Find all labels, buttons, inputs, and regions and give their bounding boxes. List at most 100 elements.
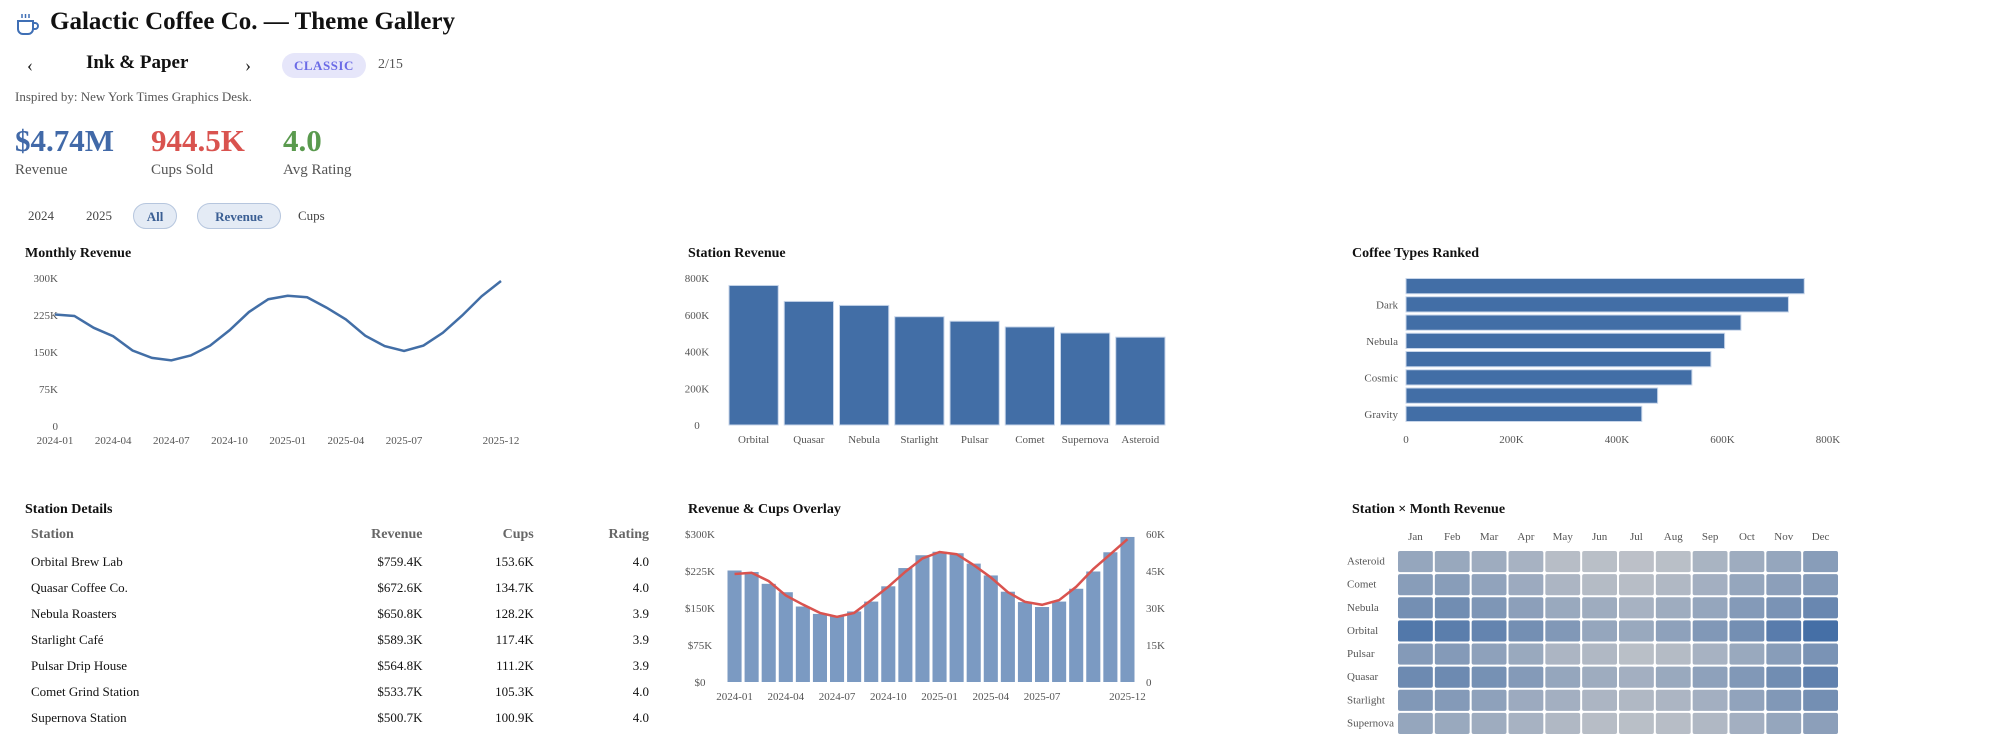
table-row[interactable]: Pulsar Drip House $564.8K 111.2K 3.9 — [25, 653, 655, 679]
heatmap-cell — [1729, 643, 1765, 665]
col-revenue[interactable]: Revenue — [371, 527, 423, 542]
coffee-types-title: Coffee Types Ranked — [1352, 246, 1480, 261]
heatmap-cell — [1508, 712, 1544, 734]
filter-metric-revenue[interactable]: Revenue — [197, 203, 281, 229]
heatmap-cell — [1729, 574, 1765, 596]
col-cups[interactable]: Cups — [502, 527, 534, 542]
cell-revenue: $500.7K — [377, 710, 423, 725]
heatmap-cell — [1619, 551, 1654, 573]
heatmap-cell — [1619, 712, 1654, 734]
revenue-bar — [1069, 588, 1084, 682]
x-tick-label: 800K — [1816, 434, 1841, 446]
revenue-bar — [983, 575, 998, 682]
filter-year-2025[interactable]: 2025 — [86, 208, 112, 223]
heatmap-cell — [1582, 643, 1617, 665]
x-tick-label: 2025-07 — [386, 435, 423, 447]
heatmap-cell — [1766, 597, 1802, 619]
heatmap-cell — [1655, 689, 1691, 711]
coffee-bar — [1405, 332, 1726, 349]
heatmap-cell — [1398, 689, 1433, 711]
monthly-revenue-chart: 0 75K 150K 225K 300K 2024-01 2024-04 2024-07 202… — [34, 273, 520, 447]
heatmap-cell — [1545, 551, 1581, 573]
x-tick-label: 2025-04 — [972, 691, 1009, 703]
heatmap-cell — [1655, 620, 1691, 642]
heatmap-cell — [1729, 712, 1765, 734]
cell-station: Supernova Station — [31, 710, 127, 725]
cell-rating: 4.0 — [632, 684, 649, 699]
row-label: Starlight — [1347, 694, 1385, 706]
table-row[interactable]: Starlight Café $589.3K 117.4K 3.9 — [25, 627, 655, 653]
cell-rating: 3.9 — [632, 632, 649, 647]
cell-cups: 153.6K — [495, 554, 534, 569]
revenue-bar — [795, 606, 810, 682]
column-label: May — [1553, 531, 1574, 543]
x-tick-label: 2025-01 — [921, 691, 958, 703]
heatmap-cell — [1471, 666, 1507, 688]
bar-supernova — [1060, 332, 1111, 426]
cell-cups: 128.2K — [495, 606, 534, 621]
kpi-rating-value: 4.0 — [283, 123, 322, 158]
y-tick-label: 200K — [685, 383, 710, 395]
revenue-bar — [761, 583, 776, 682]
revenue-bar — [915, 555, 930, 682]
prev-theme-button[interactable]: ‹ — [27, 55, 33, 75]
y-right-tick-label: 45K — [1146, 566, 1165, 578]
heatmap-cell — [1655, 643, 1691, 665]
heatmap-cell — [1434, 643, 1470, 665]
next-theme-button[interactable]: › — [245, 55, 251, 75]
y-tick-label: 0 — [694, 420, 700, 432]
x-tick-label: Supernova — [1062, 434, 1109, 446]
col-station[interactable]: Station — [31, 527, 74, 542]
station-details-table[interactable]: Station Revenue Cups Rating Orbital Brew… — [25, 527, 655, 727]
table-row[interactable]: Comet Grind Station $533.7K 105.3K 4.0 — [25, 679, 655, 705]
heatmap-cell — [1398, 620, 1433, 642]
cell-revenue: $672.6K — [377, 580, 423, 595]
table-row[interactable]: Nebula Roasters $650.8K 128.2K 3.9 — [25, 601, 655, 627]
x-tick-label: Comet — [1015, 434, 1044, 446]
heatmap-cell — [1545, 712, 1581, 734]
y-left-tick-label: $0 — [695, 677, 707, 689]
y-right-tick-label: 60K — [1146, 529, 1165, 541]
x-tick-label: 2025-07 — [1024, 691, 1061, 703]
y-tick-label: 300K — [34, 273, 59, 285]
x-tick-label: 200K — [1499, 434, 1524, 446]
cell-rating: 3.9 — [632, 606, 649, 621]
table-row[interactable]: Orbital Brew Lab $759.4K 153.6K 4.0 — [25, 549, 655, 575]
row-label: Quasar — [1347, 671, 1378, 683]
cell-station: Nebula Roasters — [31, 606, 117, 621]
station-month-heatmap: Jan Feb Mar Apr May Jun Jul Aug Sep Oct Nov Dec Aste… — [1347, 531, 1838, 734]
heatmap-cell — [1398, 712, 1433, 734]
row-label: Asteroid — [1347, 556, 1385, 568]
heatmap-cell — [1582, 551, 1617, 573]
cell-revenue: $650.8K — [377, 606, 423, 621]
heatmap-cell — [1398, 666, 1433, 688]
heatmap-cell — [1582, 597, 1617, 619]
filter-year-2024[interactable]: 2024 — [28, 208, 54, 223]
y-left-tick-label: $225K — [685, 566, 715, 578]
x-tick-label: Asteroid — [1121, 434, 1159, 446]
col-rating[interactable]: Rating — [608, 527, 649, 542]
filter-metric-cups[interactable]: Cups — [298, 208, 325, 223]
heatmap-cell — [1398, 574, 1433, 596]
table-row[interactable]: Supernova Station $500.7K 100.9K 4.0 — [25, 705, 655, 727]
row-label: Supernova — [1347, 717, 1394, 729]
heatmap-cell — [1692, 574, 1728, 596]
revenue-line — [54, 279, 502, 362]
heatmap-cell — [1692, 689, 1728, 711]
table-row[interactable]: Quasar Coffee Co. $672.6K 134.7K 4.0 — [25, 575, 655, 601]
heatmap-cell — [1434, 551, 1470, 573]
table-header-row: Station Revenue Cups Rating — [25, 527, 655, 549]
revenue-bar — [1017, 602, 1032, 682]
cell-cups: 100.9K — [495, 710, 534, 725]
y-left-tick-label: $75K — [688, 640, 713, 652]
y-right-tick-label: 0 — [1146, 677, 1152, 689]
y-tick-label: 800K — [685, 273, 710, 285]
heatmap-cell — [1655, 666, 1691, 688]
theme-counter: 2/15 — [378, 57, 403, 72]
filter-year-all[interactable]: All — [133, 203, 177, 229]
revenue-bar — [1000, 591, 1015, 682]
overlay-title: Revenue & Cups Overlay — [688, 502, 841, 517]
column-label: Feb — [1444, 531, 1461, 543]
cell-rating: 4.0 — [632, 580, 649, 595]
monthly-revenue-title: Monthly Revenue — [25, 246, 132, 261]
